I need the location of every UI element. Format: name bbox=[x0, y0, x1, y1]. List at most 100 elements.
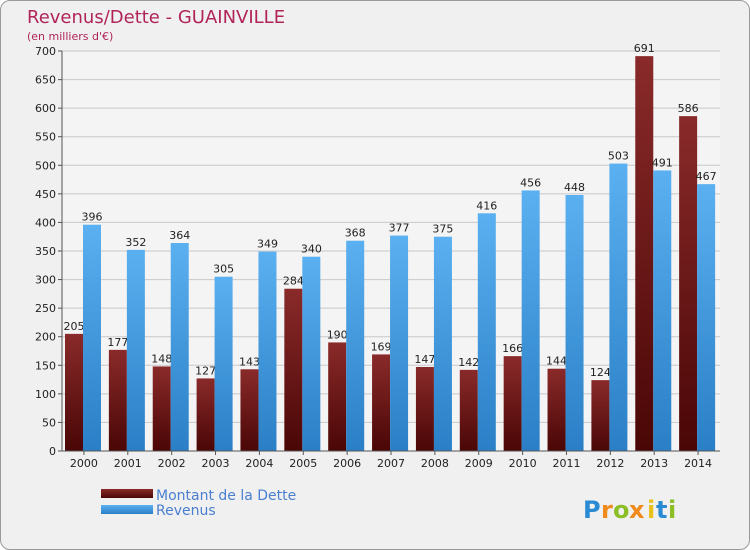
bar-dette bbox=[591, 380, 610, 451]
bar-dette bbox=[240, 369, 259, 451]
value-label-dette: 124 bbox=[590, 366, 611, 379]
value-label-dette: 284 bbox=[283, 275, 304, 288]
y-tick-label: 0 bbox=[49, 445, 56, 458]
legend-label-debt: Montant de la Dette bbox=[156, 488, 296, 504]
bar-revenus bbox=[302, 256, 321, 451]
value-label-revenus: 416 bbox=[476, 199, 497, 212]
bar-dette bbox=[679, 116, 698, 452]
bar-dette bbox=[547, 368, 566, 451]
bar-revenus bbox=[126, 249, 145, 451]
x-tick-label: 2004 bbox=[245, 457, 273, 470]
y-tick-label: 550 bbox=[35, 131, 56, 144]
chart-subtitle: (en milliers d'€) bbox=[27, 30, 113, 43]
y-tick-label: 50 bbox=[42, 416, 56, 429]
x-tick-label: 2001 bbox=[114, 457, 142, 470]
bar-revenus bbox=[258, 251, 277, 451]
bar-dette bbox=[415, 367, 434, 451]
bar-revenus bbox=[653, 170, 672, 451]
y-tick-label: 650 bbox=[35, 74, 56, 87]
value-label-revenus: 305 bbox=[213, 263, 234, 276]
bar-dette bbox=[503, 356, 522, 451]
logo-letter: i bbox=[647, 496, 655, 524]
value-label-revenus: 456 bbox=[520, 176, 541, 189]
bar-revenus bbox=[346, 240, 365, 451]
x-tick-label: 2008 bbox=[421, 457, 449, 470]
logo-letter: i bbox=[668, 496, 676, 524]
bar-dette bbox=[108, 349, 127, 451]
y-tick-label: 300 bbox=[35, 274, 56, 287]
y-tick-label: 450 bbox=[35, 188, 56, 201]
x-tick-label: 2014 bbox=[684, 457, 712, 470]
y-tick-label: 250 bbox=[35, 302, 56, 315]
x-tick-label: 2009 bbox=[465, 457, 493, 470]
bar-dette bbox=[65, 333, 83, 451]
bars-layer: 205 396 177 352 148 364 127 305 143 349 284 340 190 3… bbox=[64, 42, 717, 452]
y-tick-label: 400 bbox=[35, 216, 56, 229]
legend-swatch-revenus bbox=[101, 505, 153, 514]
value-label-dette: 143 bbox=[239, 355, 260, 368]
legend-label-revenus: Revenus bbox=[156, 503, 216, 519]
y-tick-label: 600 bbox=[35, 102, 56, 115]
value-label-revenus: 340 bbox=[301, 243, 322, 256]
value-label-revenus: 375 bbox=[432, 223, 453, 236]
chart-title: Revenus/Dette - GUAINVILLE bbox=[27, 7, 285, 28]
value-label-revenus: 448 bbox=[564, 181, 585, 194]
bar-dette bbox=[152, 366, 171, 451]
value-label-dette: 166 bbox=[502, 342, 523, 355]
bar-revenus bbox=[697, 184, 716, 451]
value-label-dette: 142 bbox=[458, 356, 479, 369]
value-label-dette: 177 bbox=[107, 336, 128, 349]
y-tick-label: 700 bbox=[35, 45, 56, 58]
value-label-revenus: 352 bbox=[125, 236, 146, 249]
x-tick-label: 2003 bbox=[202, 457, 230, 470]
y-tick-label: 150 bbox=[35, 359, 56, 372]
y-tick-label: 350 bbox=[35, 245, 56, 258]
y-tick-label: 100 bbox=[35, 388, 56, 401]
value-label-dette: 127 bbox=[195, 364, 216, 377]
x-tick-label: 2012 bbox=[596, 457, 624, 470]
y-tick-label: 500 bbox=[35, 159, 56, 172]
value-label-dette: 147 bbox=[414, 353, 435, 366]
bar-dette bbox=[196, 378, 215, 451]
legend-swatch-debt bbox=[101, 489, 153, 498]
bar-revenus bbox=[477, 213, 496, 451]
x-tick-label: 2005 bbox=[289, 457, 317, 470]
logo-letter: P bbox=[583, 496, 601, 524]
bar-dette bbox=[635, 56, 654, 452]
bar-dette bbox=[372, 354, 391, 451]
value-label-dette: 586 bbox=[678, 102, 699, 115]
value-label-dette: 144 bbox=[546, 355, 567, 368]
bar-dette bbox=[284, 288, 303, 451]
x-tick-label: 2002 bbox=[158, 457, 186, 470]
bar-revenus bbox=[214, 276, 233, 451]
logo-letter: x bbox=[629, 496, 645, 524]
bar-revenus bbox=[521, 190, 540, 451]
bar-revenus bbox=[565, 195, 584, 451]
bar-revenus bbox=[83, 224, 101, 451]
bar-revenus bbox=[609, 163, 628, 452]
x-tick-label: 2000 bbox=[70, 457, 98, 470]
value-label-revenus: 368 bbox=[345, 227, 366, 240]
axis-layer: 0 50 100 150 200 250 300 350 400 450 500 550 600 650 7… bbox=[35, 45, 720, 470]
value-label-dette: 205 bbox=[64, 320, 85, 333]
bar-revenus bbox=[433, 236, 452, 451]
value-label-revenus: 503 bbox=[608, 150, 629, 163]
legend: Montant de la Dette Revenus bbox=[101, 488, 296, 519]
x-tick-label: 2007 bbox=[377, 457, 405, 470]
value-label-dette: 691 bbox=[634, 42, 655, 55]
x-tick-label: 2013 bbox=[640, 457, 668, 470]
value-label-revenus: 396 bbox=[82, 211, 103, 224]
value-label-dette: 148 bbox=[151, 352, 172, 365]
value-label-revenus: 467 bbox=[696, 170, 717, 183]
bar-revenus bbox=[390, 235, 409, 451]
x-tick-label: 2006 bbox=[333, 457, 361, 470]
x-tick-label: 2011 bbox=[552, 457, 580, 470]
logo-letter: t bbox=[656, 496, 667, 524]
bar-revenus bbox=[170, 243, 189, 451]
logo-letter: r bbox=[601, 496, 613, 524]
value-label-revenus: 364 bbox=[169, 229, 190, 242]
value-label-dette: 190 bbox=[327, 328, 348, 341]
